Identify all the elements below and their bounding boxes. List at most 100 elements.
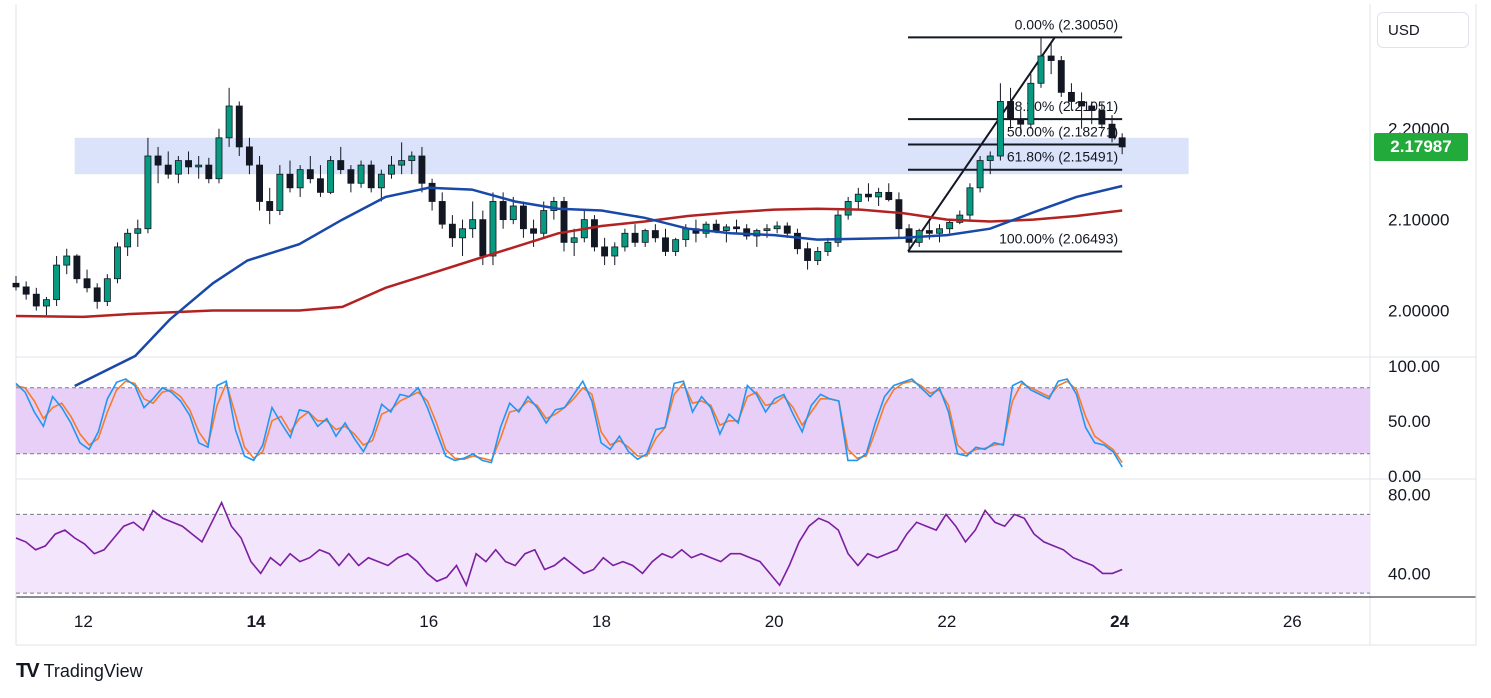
candle-body xyxy=(195,164,203,168)
candle xyxy=(317,165,324,197)
candle-body xyxy=(185,160,192,168)
candle-body xyxy=(357,164,365,184)
candle-body xyxy=(865,193,872,198)
candle xyxy=(956,210,964,225)
candle xyxy=(144,137,152,234)
candle xyxy=(560,196,568,252)
candle xyxy=(1027,74,1035,129)
candle-body xyxy=(134,228,142,234)
candle-body xyxy=(682,228,690,241)
rsi-band xyxy=(16,514,1370,594)
candle xyxy=(621,228,629,252)
ema-slow-line xyxy=(15,207,1123,319)
candle xyxy=(1057,56,1065,97)
candle-body xyxy=(317,178,324,193)
candle-body xyxy=(783,225,791,234)
candle-body xyxy=(824,241,832,252)
fib-trend-line xyxy=(907,36,1056,253)
time-tick-label: 14 xyxy=(247,612,266,631)
frame xyxy=(15,4,1477,646)
candle-body xyxy=(651,230,659,239)
price-tick-label: 2.00000 xyxy=(1388,302,1449,321)
candle xyxy=(327,156,335,195)
candle xyxy=(601,237,609,266)
candle xyxy=(469,201,477,238)
candle-body xyxy=(174,160,182,175)
candle xyxy=(164,151,172,179)
candle-body xyxy=(611,246,619,257)
candle xyxy=(591,215,598,252)
candle-body xyxy=(1078,101,1086,107)
candle-body xyxy=(347,169,355,184)
candle-body xyxy=(327,160,335,193)
rsi-tick-label: 80.00 xyxy=(1388,486,1431,505)
candle-body xyxy=(591,219,598,248)
rsi-line xyxy=(15,500,1123,588)
time-tick-label: 12 xyxy=(74,612,93,631)
candle xyxy=(428,178,436,211)
candle-body xyxy=(164,164,172,175)
candle xyxy=(12,276,20,291)
candle-body xyxy=(560,201,568,243)
candle-body xyxy=(570,237,578,243)
candle-body xyxy=(621,232,629,248)
fib-level-label: 0.00% (2.30050) xyxy=(1015,16,1119,32)
candle xyxy=(1078,92,1086,129)
candle xyxy=(1088,101,1096,125)
candle-body xyxy=(601,246,609,257)
candle xyxy=(1017,110,1025,134)
time-tick-label: 20 xyxy=(765,612,784,631)
candle xyxy=(793,228,801,255)
candle xyxy=(53,256,61,306)
candle xyxy=(205,157,213,184)
candle xyxy=(824,237,832,256)
candle xyxy=(936,224,943,243)
candle xyxy=(337,146,345,175)
candle-body xyxy=(63,255,71,266)
candle-body xyxy=(662,237,669,252)
currency-selector[interactable]: USD xyxy=(1377,12,1469,48)
candle xyxy=(895,192,903,238)
rsi-pane xyxy=(15,500,1370,594)
candle-body xyxy=(540,210,548,234)
candle-body xyxy=(946,221,954,230)
candle-body xyxy=(956,214,964,223)
candle xyxy=(286,160,294,193)
tradingview-brand[interactable]: TV TradingView xyxy=(16,660,143,683)
candle-body xyxy=(93,287,101,302)
candle-body xyxy=(925,230,933,234)
stochastic-band xyxy=(16,387,1370,454)
fib-level-label: 100.00% (2.06493) xyxy=(999,231,1118,247)
candle-body xyxy=(245,146,253,166)
candle-body xyxy=(12,282,20,288)
candle xyxy=(357,160,365,188)
candle xyxy=(459,219,466,256)
candle xyxy=(875,187,883,206)
candle xyxy=(1007,87,1014,129)
candle xyxy=(519,201,527,238)
candle-body xyxy=(306,169,314,180)
stochastic-tick-label: 50.00 xyxy=(1388,412,1431,431)
candle-body xyxy=(712,223,720,231)
candle-body xyxy=(996,101,1004,157)
candle xyxy=(662,228,669,256)
candle-body xyxy=(875,191,883,198)
candle-body xyxy=(367,164,375,189)
candle-body xyxy=(1098,110,1106,125)
candle-body xyxy=(103,278,111,302)
axes: 2.200002.100002.00000100.0050.000.0080.0… xyxy=(74,120,1450,631)
candle xyxy=(154,146,162,184)
candle xyxy=(865,183,872,202)
candle xyxy=(1037,37,1045,88)
candle xyxy=(611,242,619,266)
candle-body xyxy=(235,105,243,148)
candle-body xyxy=(1057,60,1065,93)
candle-body xyxy=(377,173,385,189)
candle xyxy=(306,156,314,184)
candle xyxy=(1098,103,1106,129)
candle xyxy=(103,274,111,306)
candle xyxy=(804,242,812,270)
candle xyxy=(134,219,142,247)
candle xyxy=(1118,133,1126,155)
